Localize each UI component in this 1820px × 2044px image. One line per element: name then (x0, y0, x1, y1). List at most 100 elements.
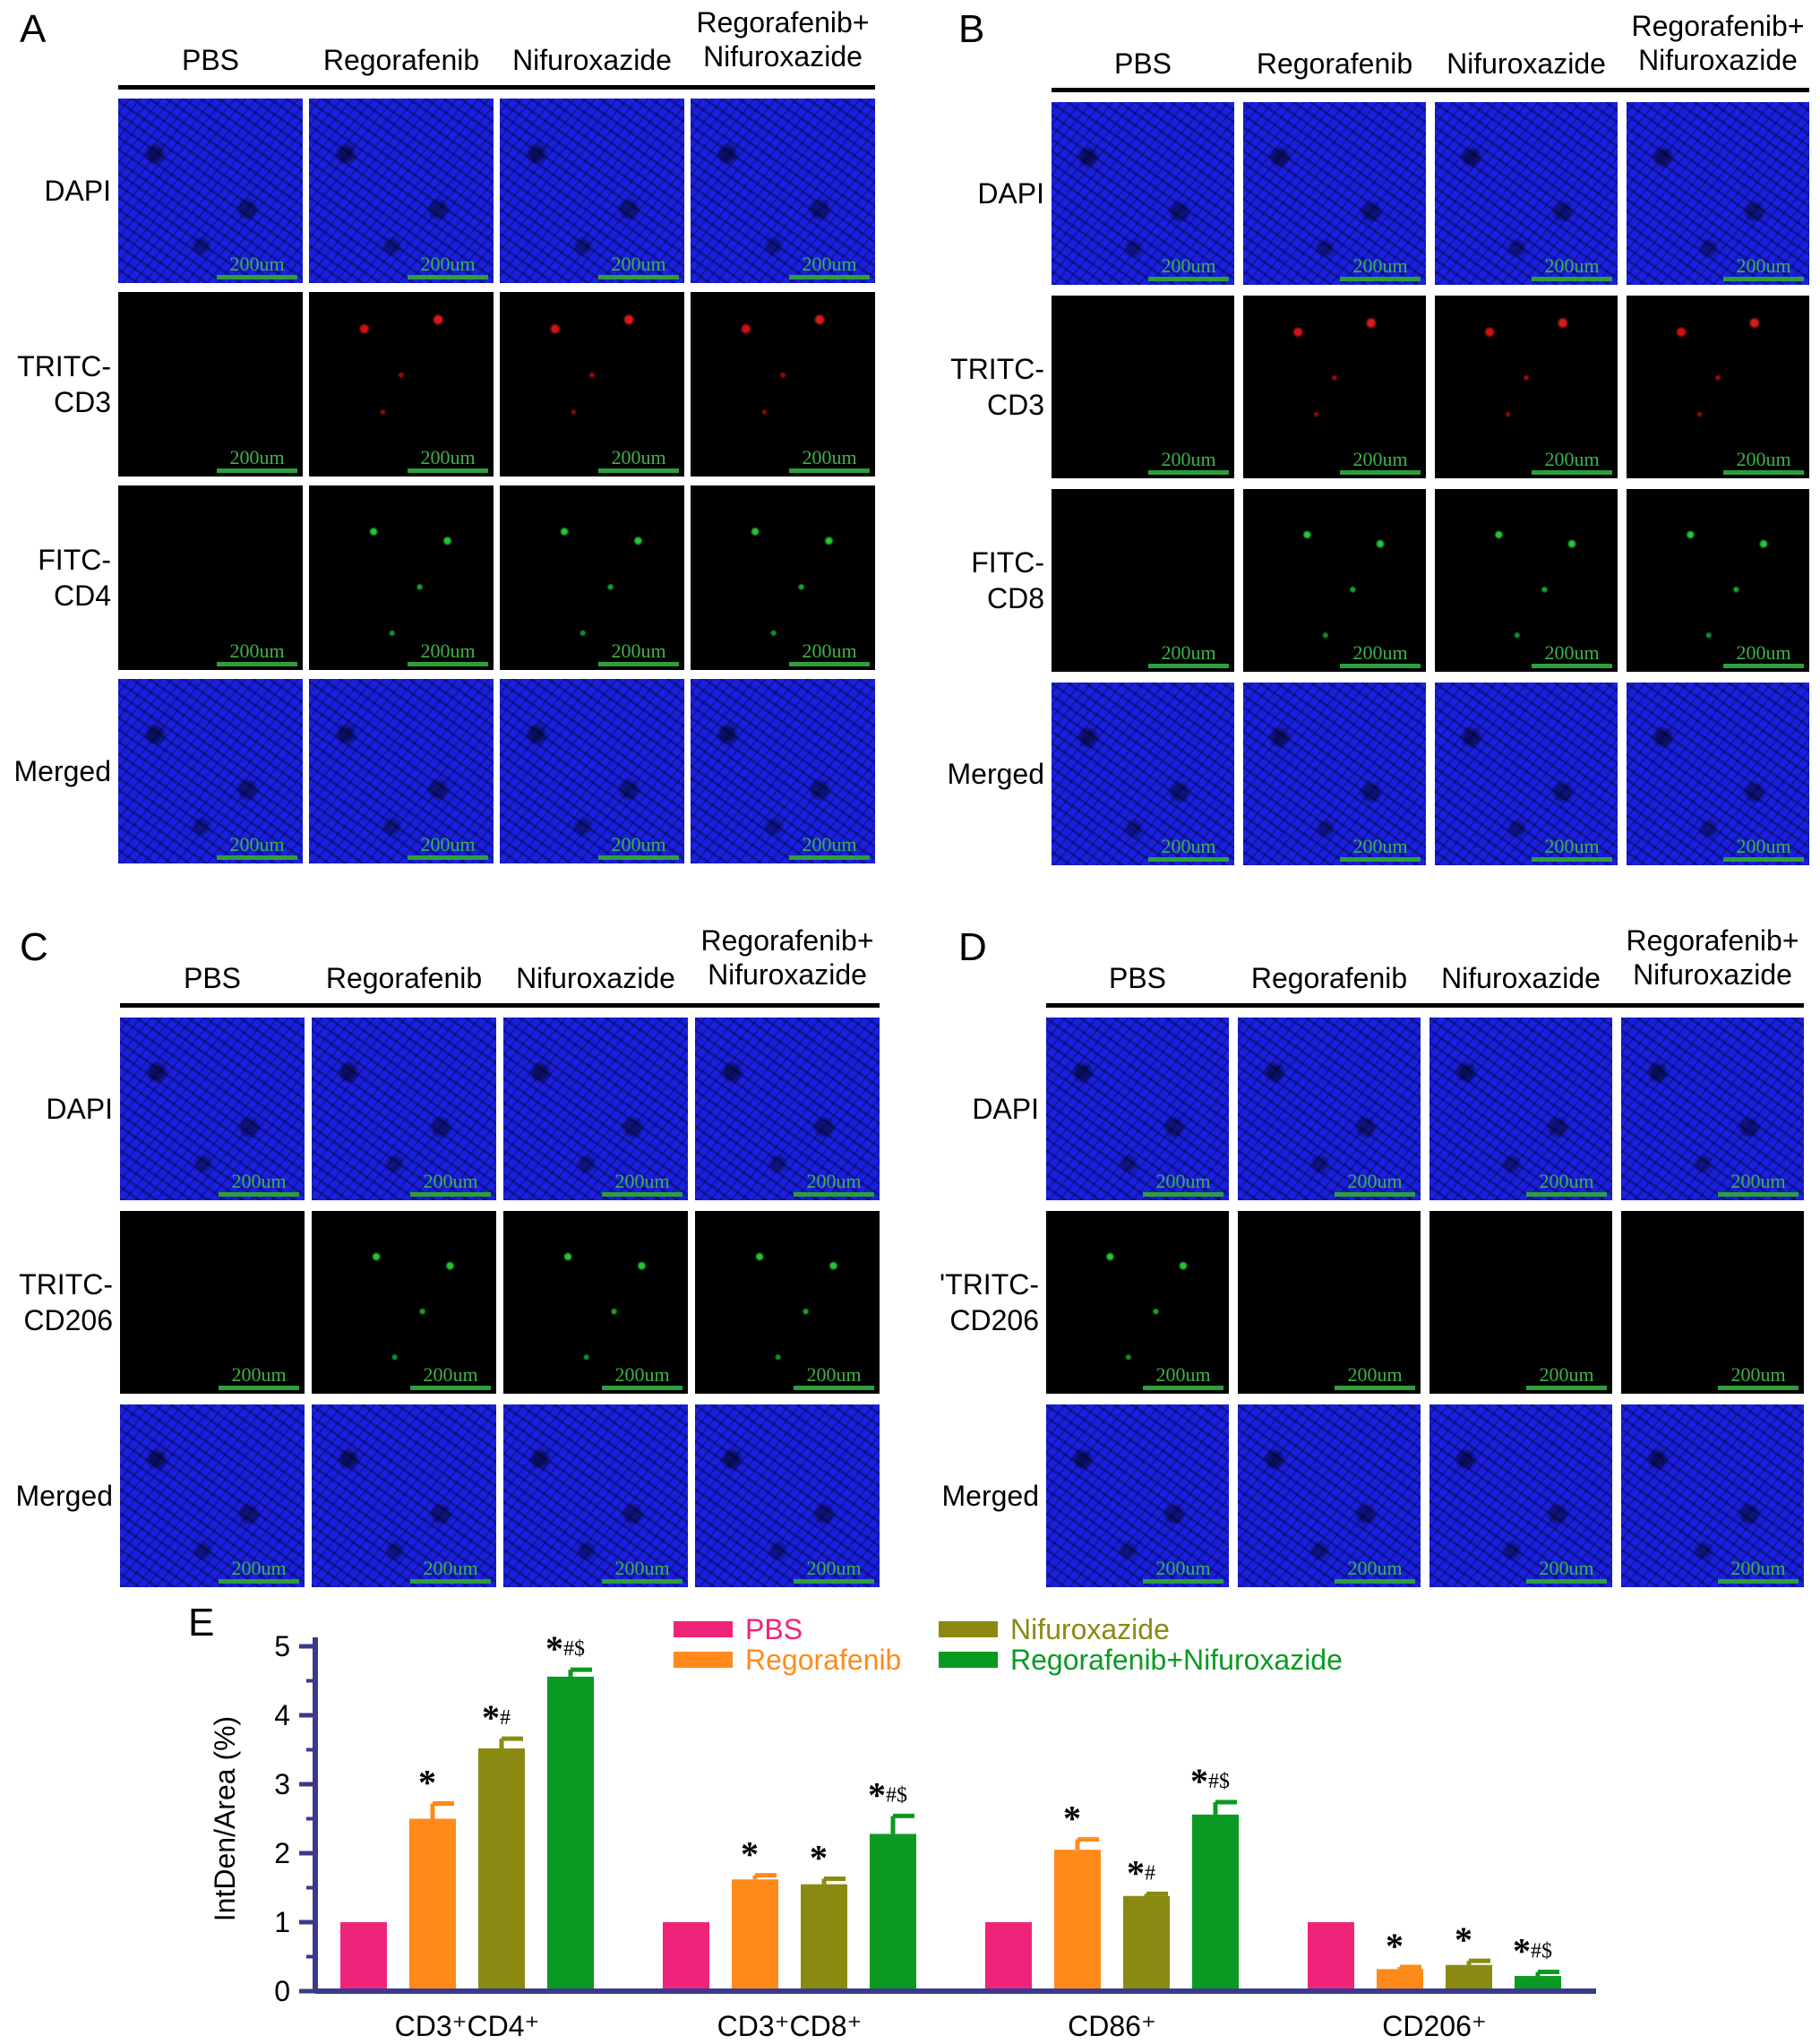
scale-bar: 200um (1340, 837, 1421, 862)
bar (801, 1884, 847, 1988)
scale-bar-label: 200um (1736, 641, 1791, 664)
column-header: Regorafenib (322, 44, 480, 76)
y-tick-label: 3 (274, 1768, 290, 1800)
column-header: Regorafenib+ Nifuroxazide (1626, 924, 1799, 991)
micrograph-tile: 200um (1052, 102, 1234, 285)
scale-bar-line (1335, 1579, 1415, 1584)
micrograph-tile: 200um (1238, 1404, 1421, 1587)
scale-bar-label: 200um (229, 833, 285, 855)
scale-bar: 200um (1723, 643, 1804, 668)
scale-bar-line (1143, 1579, 1223, 1584)
scale-bar: 200um (602, 1365, 682, 1390)
scale-bar-line (1340, 857, 1421, 862)
micrograph-tile: 200um (1627, 683, 1809, 865)
significance-marks: #$ (563, 1637, 585, 1661)
scale-bar-label: 200um (1347, 1363, 1403, 1386)
micrograph-tile: 200um (503, 1211, 688, 1394)
micrograph-tile: 200um (1435, 683, 1618, 865)
scale-bar-line (1335, 1386, 1415, 1390)
scale-bar-line (1718, 1386, 1799, 1390)
scale-bar: 200um (1723, 837, 1804, 862)
scale-bar: 200um (1340, 256, 1421, 281)
scale-bar: 200um (1532, 450, 1612, 475)
scale-bar-label: 200um (229, 640, 285, 662)
scale-bar-label: 200um (1155, 1170, 1211, 1192)
scale-bar: 200um (602, 1172, 682, 1197)
scale-bar: 200um (219, 1559, 299, 1584)
scale-bar-line (1532, 277, 1612, 281)
header-rule (120, 1003, 880, 1008)
scale-bar-label: 200um (611, 640, 666, 662)
scale-bar-line (794, 1192, 874, 1197)
scale-bar-label: 200um (1347, 1170, 1403, 1192)
scale-bar: 200um (408, 835, 488, 860)
micrograph-tile: 200um (1243, 683, 1426, 865)
scale-bar-line (1718, 1579, 1799, 1584)
significance-star: * (868, 1774, 886, 1815)
micrograph-tile: 200um (1627, 296, 1809, 478)
scale-bar-line (1340, 277, 1421, 281)
significance-label: * (741, 1834, 759, 1875)
bar (870, 1834, 916, 1988)
scale-bar-line (1143, 1386, 1223, 1390)
significance-label: *#$ (1513, 1930, 1552, 1971)
scale-bar: 200um (1718, 1559, 1799, 1584)
header-rule (118, 85, 875, 90)
row-label: Merged (13, 755, 112, 787)
scale-bar-line (1532, 470, 1612, 475)
significance-star: * (545, 1628, 563, 1669)
row-label: Merged (947, 758, 1045, 790)
scale-bar-label: 200um (1544, 448, 1600, 470)
scale-bar: 200um (789, 641, 870, 666)
scale-bar: 200um (1335, 1172, 1415, 1197)
scale-bar-label: 200um (1736, 448, 1791, 470)
scale-bar-label: 200um (1544, 254, 1600, 277)
x-tick-label: CD206⁺ (1382, 2010, 1487, 2042)
column-header: PBS (1113, 47, 1172, 80)
scale-bar-line (598, 468, 679, 473)
row-label: TRITC- CD206 (19, 1268, 113, 1336)
scale-bar-label: 200um (1539, 1170, 1594, 1192)
row-label: DAPI (44, 175, 111, 207)
scale-bar: 200um (789, 254, 870, 279)
scale-bar-line (598, 662, 679, 666)
scale-bar: 200um (1148, 643, 1229, 668)
scale-bar: 200um (794, 1172, 874, 1197)
scale-bar: 200um (598, 448, 679, 473)
scale-bar-line (794, 1386, 874, 1390)
significance-label: *# (482, 1697, 511, 1738)
y-axis-label: IntDen/Area (%) (209, 1716, 241, 1921)
significance-star: * (1063, 1799, 1081, 1839)
scale-bar-label: 200um (1347, 1557, 1403, 1579)
scale-bar: 200um (789, 448, 870, 473)
scale-bar: 200um (794, 1559, 874, 1584)
significance-label: *#$ (1190, 1761, 1230, 1801)
micrograph-tile: 200um (500, 99, 684, 283)
scale-bar: 200um (410, 1365, 491, 1390)
scale-bar-line (1723, 277, 1804, 281)
legend-label: Regorafenib+Nifuroxazide (1010, 1644, 1343, 1676)
significance-marks: #$ (1531, 1939, 1552, 1962)
scale-bar-label: 200um (614, 1557, 670, 1579)
scale-bar: 200um (410, 1172, 491, 1197)
micrograph-tile: 200um (1429, 1018, 1612, 1200)
significance-label: *#$ (868, 1774, 907, 1815)
significance-marks: #$ (886, 1783, 907, 1807)
micrograph-tile: 200um (1046, 1018, 1229, 1200)
micrograph-tile: 200um (1621, 1018, 1804, 1200)
y-tick-label: 5 (274, 1630, 290, 1662)
micrograph-tile: 200um (1621, 1404, 1804, 1587)
scale-bar-line (598, 275, 679, 279)
scale-bar: 200um (598, 641, 679, 666)
micrograph-tile: 200um (1243, 102, 1426, 285)
scale-bar: 200um (794, 1365, 874, 1390)
scale-bar-line (1148, 277, 1229, 281)
scale-bar-line (602, 1579, 682, 1584)
scale-bar-line (1526, 1192, 1607, 1197)
row-label: TRITC- CD3 (950, 353, 1044, 421)
row-label: Merged (941, 1480, 1040, 1512)
scale-bar-label: 200um (614, 1363, 670, 1386)
y-tick-label: 2 (274, 1837, 290, 1869)
scale-bar-line (1532, 857, 1612, 862)
